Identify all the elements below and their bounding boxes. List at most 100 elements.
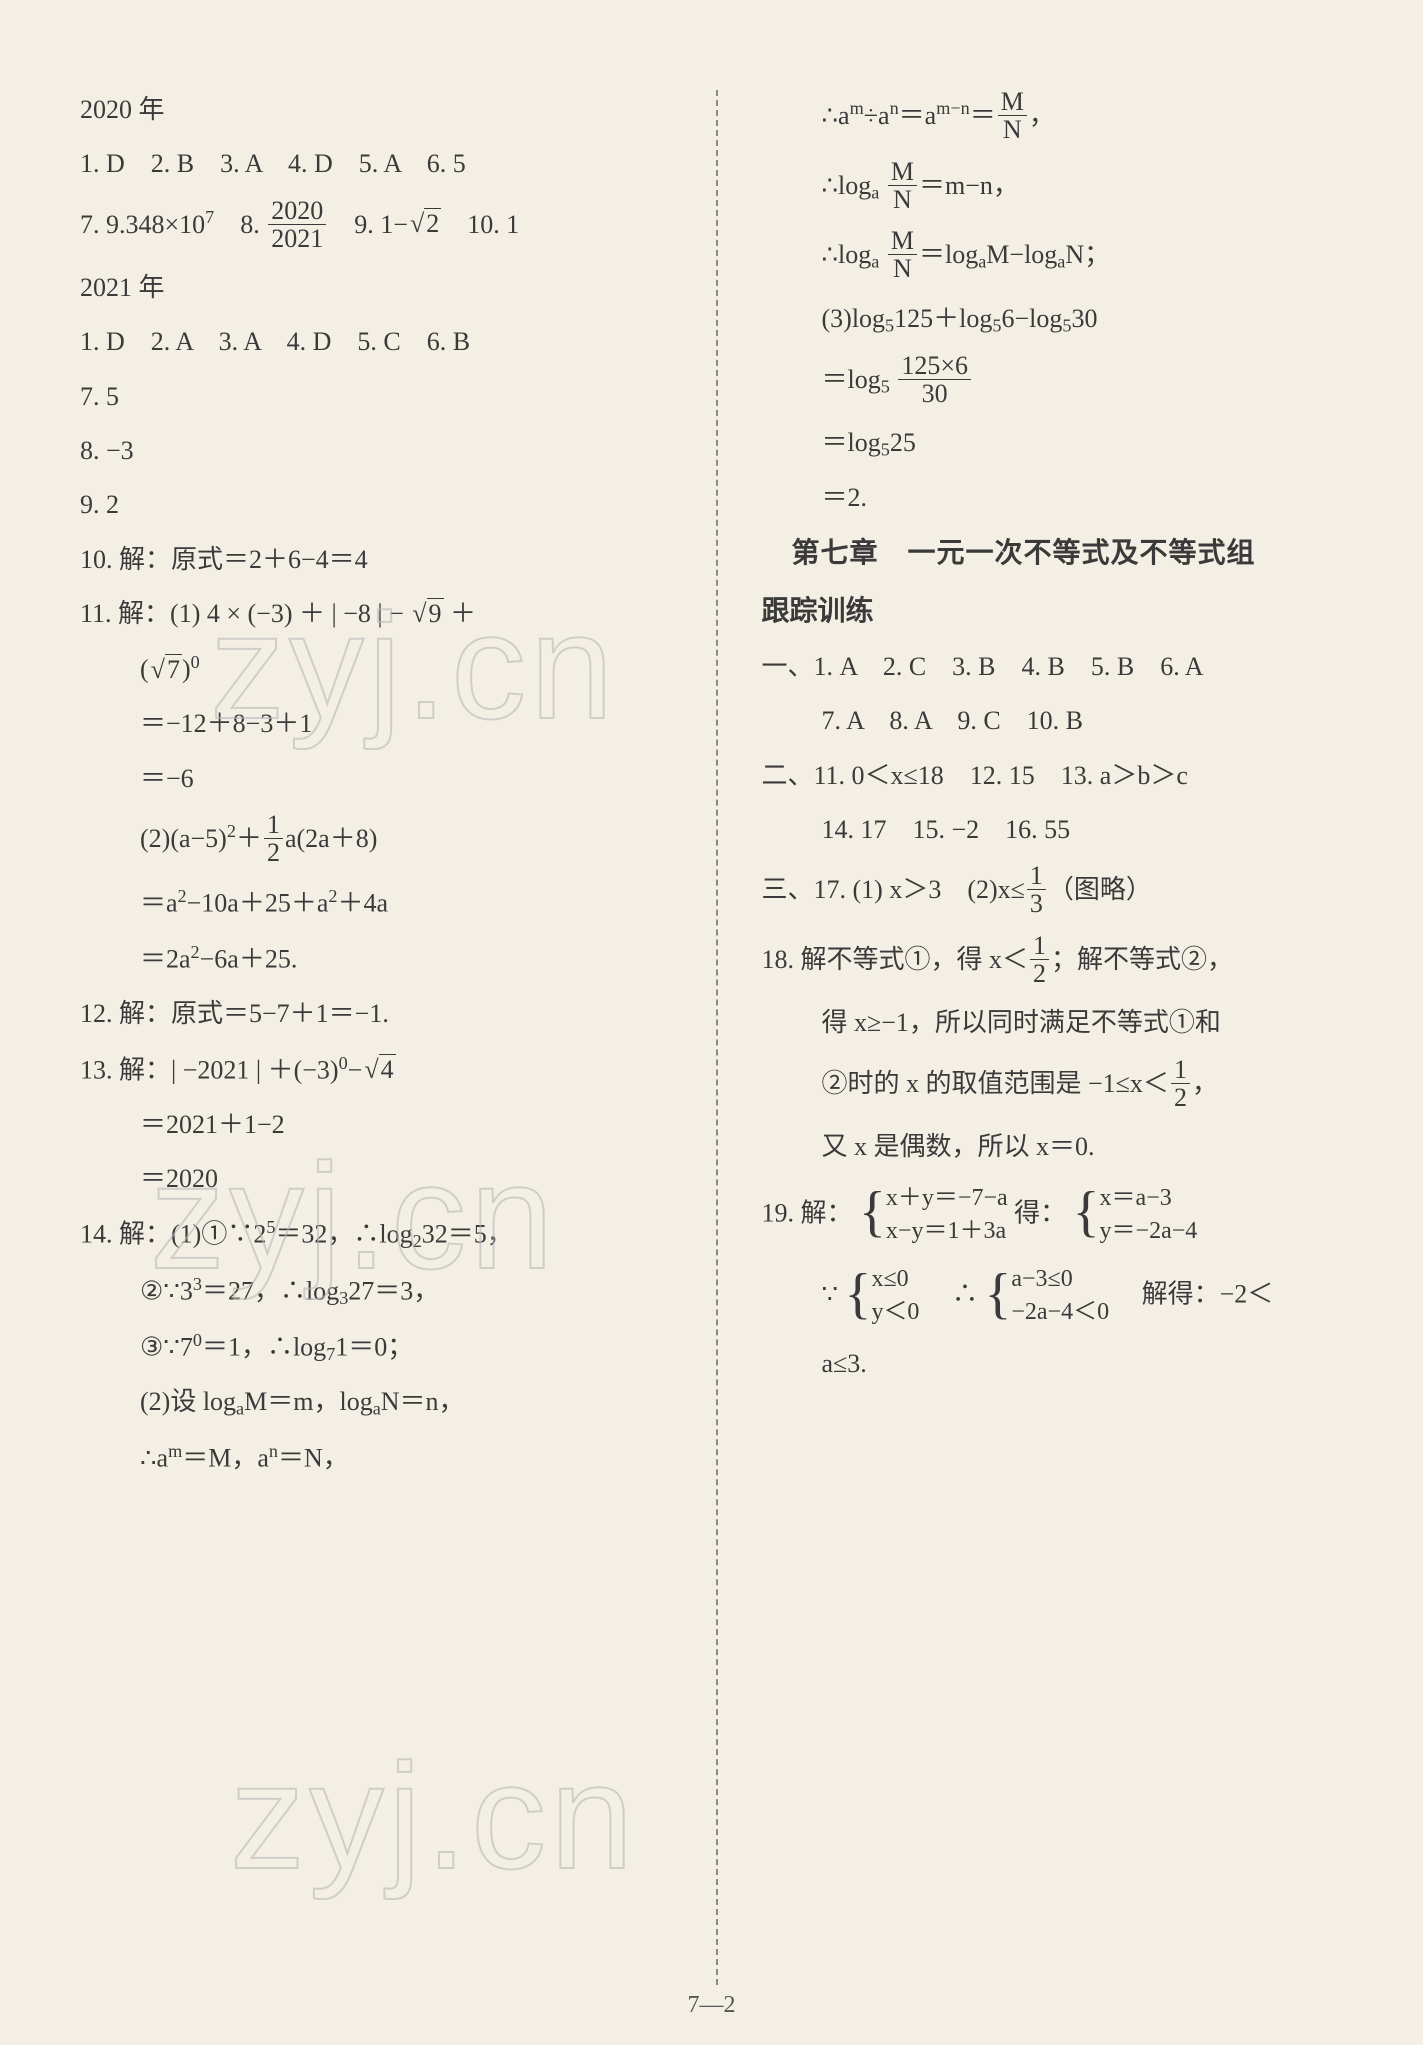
q14-line1: 14. 解：(1)①∵25＝32，∴log232＝5，	[80, 1213, 672, 1255]
equation-system-4: { a−3≤0 −2a−4＜0	[984, 1263, 1109, 1330]
q11-p2-line1: (2)(a−5)2＋12a(2a＋8)	[80, 813, 672, 869]
system-row: a−3≤0	[1011, 1263, 1109, 1297]
subscript: a	[236, 1399, 244, 1419]
text: ＋	[236, 824, 262, 853]
q18-line3: ②时的 x 的取值范围是 −1≤x＜12，	[762, 1058, 1354, 1114]
radicand: 2	[424, 208, 441, 238]
numerator: 1	[264, 811, 283, 839]
denominator: 2021	[268, 225, 326, 252]
system-row: x＝a−3	[1100, 1182, 1198, 1216]
text: 11. 解：(1) 4 × (−3) ＋ | −8 | −	[80, 599, 410, 628]
text: (2)(a−5)	[140, 824, 227, 853]
section1-line2: 7. A 8. A 9. C 10. B	[762, 701, 1354, 741]
y2021-answers-4: 9. 2	[80, 485, 672, 525]
q13-line3: ＝2020	[80, 1159, 672, 1199]
subscript: 5	[881, 376, 890, 396]
text: −	[348, 1055, 363, 1084]
q14-line5: ∴am＝M，an＝N，	[80, 1437, 672, 1479]
system-row: −2a−4＜0	[1011, 1296, 1109, 1330]
q11-line3: ＝−12＋8−3＋1	[80, 704, 672, 744]
denominator: N	[888, 255, 917, 282]
page-footer: 7—2	[0, 1992, 1423, 2019]
equation-system-2: { x＝a−3 y＝−2a−4	[1073, 1182, 1198, 1249]
exponent: m	[168, 1441, 182, 1461]
subscript: 7	[326, 1344, 335, 1364]
system-row: y＝−2a−4	[1100, 1215, 1198, 1249]
text: ∵	[822, 1279, 839, 1308]
text: 得：	[1014, 1198, 1066, 1227]
columns: 2020 年 1. D 2. B 3. A 4. D 5. A 6. 5 7. …	[80, 90, 1353, 1985]
y2021-answers-2: 7. 5	[80, 377, 672, 417]
q19-line2: ∵ { x≤0 y＜0 ∴ { a−3≤0 −2a−4＜0 解得：−	[762, 1263, 1354, 1330]
radicand: 7	[165, 654, 182, 684]
sqrt: √7	[149, 650, 182, 690]
text: 18. 解不等式①，得 x＜	[762, 945, 1029, 974]
subscript: a	[871, 252, 879, 272]
text: ；解不等式②，	[1051, 945, 1233, 974]
q18-line1: 18. 解不等式①，得 x＜12；解不等式②，	[762, 934, 1354, 990]
subscript: 3	[339, 1288, 348, 1308]
y2021-answers-1: 1. D 2. A 3. A 4. D 5. C 6. B	[80, 322, 672, 362]
r-line2: ∴loga MN＝m−n，	[762, 160, 1354, 216]
text: ∴a	[140, 1444, 168, 1473]
text: ÷a	[864, 101, 890, 130]
text: ②时的 x 的取值范围是 −1≤x＜	[822, 1068, 1169, 1097]
left-column: 2020 年 1. D 2. B 3. A 4. D 5. A 6. 5 7. …	[80, 90, 672, 1985]
radical-icon: √	[151, 655, 165, 684]
q18-line2: 得 x≥−1，所以同时满足不等式①和	[762, 1003, 1354, 1043]
text: 125＋log	[894, 304, 992, 333]
text: （图略）	[1048, 875, 1152, 904]
section2-line1: 二、11. 0＜x≤18 12. 15 13. a＞b＞c	[762, 756, 1354, 796]
text: 9. 1−	[328, 209, 408, 238]
text: ＝2a	[140, 945, 191, 974]
text: ∴a	[822, 101, 850, 130]
denominator: 30	[898, 380, 971, 407]
denominator: N	[998, 116, 1027, 143]
y2021-answers-3: 8. −3	[80, 431, 672, 471]
text: ＝N，	[278, 1444, 349, 1473]
text: ，	[1029, 101, 1055, 130]
text: ＝M，a	[182, 1444, 269, 1473]
text: ③∵7	[140, 1333, 193, 1362]
brace-icon: {	[984, 1278, 1011, 1312]
subscript: a	[871, 182, 879, 202]
text: 19. 解：	[762, 1198, 853, 1227]
q11-line4: ＝−6	[80, 759, 672, 799]
q18-line4: 又 x 是偶数，所以 x＝0.	[762, 1127, 1354, 1167]
exponent: m−n	[936, 98, 970, 118]
text: ＝32，∴log	[275, 1220, 412, 1249]
text: a(2a＋8)	[285, 824, 377, 853]
section2-line2: 14. 17 15. −2 16. 55	[762, 810, 1354, 850]
exponent: 0	[193, 1330, 202, 1350]
system-row: x≤0	[871, 1263, 919, 1297]
numerator: 125×6	[898, 352, 971, 380]
denominator: 2	[1171, 1084, 1190, 1111]
q12: 12. 解：原式＝5−7＋1＝−1.	[80, 994, 672, 1034]
exponent: 0	[191, 652, 200, 672]
text: ＝a	[140, 889, 178, 918]
exponent: 3	[193, 1274, 202, 1294]
numerator: 1	[1030, 932, 1049, 960]
brace-icon: {	[1073, 1196, 1100, 1230]
text: 6−log	[1001, 304, 1062, 333]
equation-system-3: { x≤0 y＜0	[845, 1263, 920, 1330]
q11-p2-line3: ＝2a2−6a＋25.	[80, 938, 672, 980]
system-row: x＋y＝−7−a	[886, 1182, 1008, 1216]
text: 三、17. (1) x＞3 (2)x≤	[762, 875, 1025, 904]
text: 14. 解：(1)①∵2	[80, 1220, 266, 1249]
q13-line2: ＝2021＋1−2	[80, 1105, 672, 1145]
fraction: 125×630	[898, 352, 971, 408]
equation-system-1: { x＋y＝−7−a x−y＝1＋3a	[859, 1182, 1008, 1249]
column-divider	[716, 90, 718, 1985]
numerator: 2020	[268, 197, 326, 225]
system-rows: x＋y＝−7−a x−y＝1＋3a	[886, 1182, 1008, 1249]
text: ＝27，∴log	[202, 1276, 339, 1305]
text: (2)设 log	[140, 1387, 236, 1416]
denominator: 2	[264, 839, 283, 866]
chapter-title: 第七章 一元一次不等式及不等式组	[762, 532, 1354, 575]
numerator: M	[998, 88, 1027, 116]
q10: 10. 解：原式＝2＋6−4＝4	[80, 540, 672, 580]
subscript: 5	[885, 315, 894, 335]
text: M−log	[986, 240, 1057, 269]
y2020-answers-2: 7. 9.348×107 8. 20202021 9. 1−√2 10. 1	[80, 199, 672, 255]
